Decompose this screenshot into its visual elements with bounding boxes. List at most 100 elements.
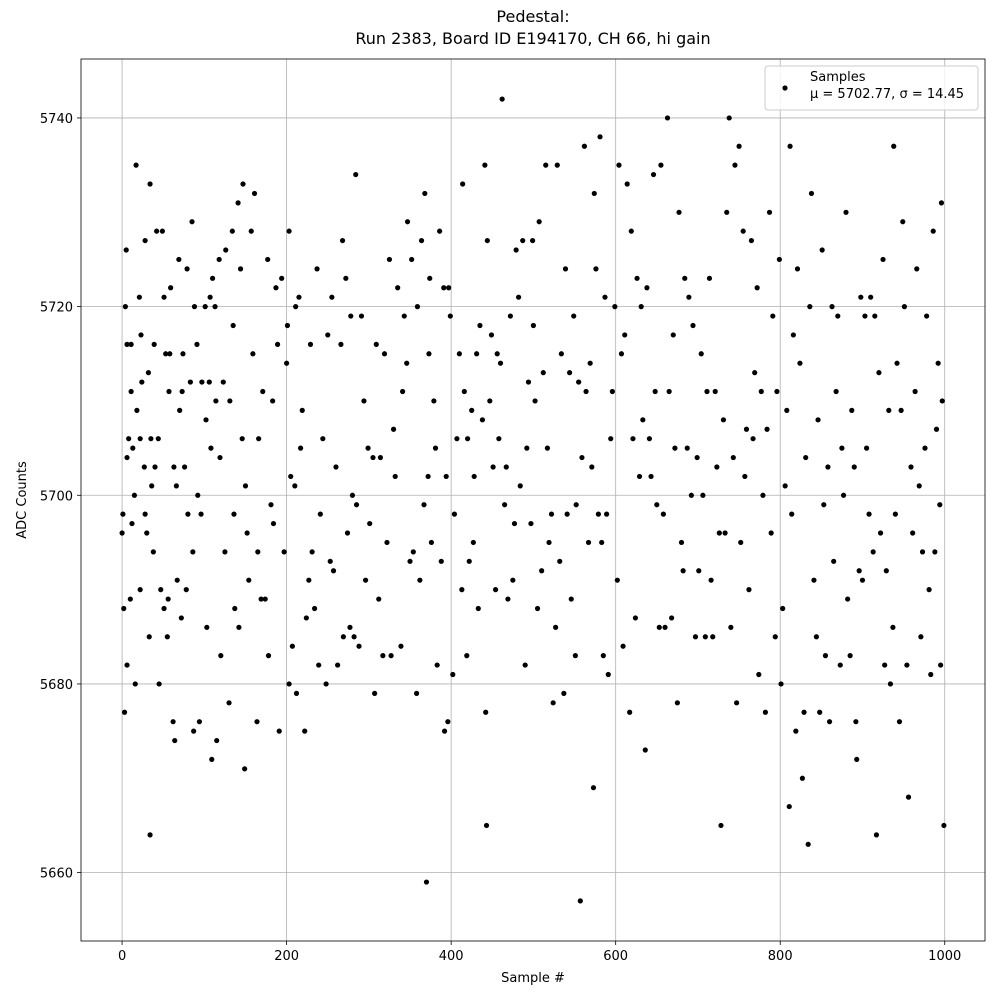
point <box>250 351 256 357</box>
point <box>256 436 262 442</box>
point <box>251 190 258 197</box>
point <box>593 266 599 272</box>
point <box>540 370 546 376</box>
point <box>941 822 947 829</box>
legend-marker <box>782 85 788 91</box>
point <box>680 568 686 574</box>
point <box>734 700 740 706</box>
point <box>618 351 625 357</box>
point <box>901 304 908 310</box>
point <box>120 511 126 517</box>
point <box>196 719 203 725</box>
point <box>571 313 577 319</box>
point <box>165 596 171 602</box>
point <box>177 407 183 413</box>
point <box>845 596 851 602</box>
point <box>766 209 773 215</box>
point <box>270 398 276 404</box>
point <box>129 520 135 527</box>
point <box>770 313 776 319</box>
plot-area <box>81 59 985 941</box>
point <box>281 549 287 555</box>
point <box>898 407 904 413</box>
point <box>427 275 433 281</box>
point <box>214 737 220 744</box>
point <box>347 624 353 630</box>
point <box>418 237 425 244</box>
point <box>343 275 349 281</box>
point <box>686 294 692 300</box>
point <box>413 690 420 696</box>
point <box>335 662 341 668</box>
point <box>136 294 142 300</box>
point <box>302 728 308 734</box>
point <box>924 313 930 319</box>
point <box>348 313 354 319</box>
point <box>939 398 945 404</box>
point <box>121 709 128 715</box>
point <box>314 266 320 272</box>
point <box>750 436 756 442</box>
point <box>938 662 944 668</box>
point <box>149 483 155 489</box>
x-tick-label: 0 <box>118 949 126 964</box>
point <box>237 266 244 272</box>
point <box>748 237 755 244</box>
point <box>644 285 650 291</box>
point <box>212 304 218 310</box>
point <box>154 228 160 234</box>
point <box>568 596 574 602</box>
point <box>758 388 764 395</box>
point <box>184 266 190 272</box>
point <box>161 294 167 300</box>
point <box>577 898 583 904</box>
point <box>191 728 197 734</box>
y-tick-label: 5680 <box>40 678 73 693</box>
point <box>490 464 496 470</box>
point <box>131 492 138 498</box>
point <box>320 436 326 442</box>
point <box>808 190 815 197</box>
point <box>124 454 130 461</box>
point <box>450 671 456 678</box>
point <box>825 464 831 470</box>
point <box>536 219 542 225</box>
point <box>392 473 398 480</box>
point <box>409 256 415 263</box>
point <box>905 794 912 800</box>
point <box>189 219 195 225</box>
point <box>674 700 680 706</box>
point <box>935 360 941 366</box>
point <box>159 228 166 234</box>
point <box>137 587 143 593</box>
point <box>932 549 938 555</box>
point <box>206 379 212 385</box>
point <box>372 690 378 696</box>
point <box>694 454 700 461</box>
point <box>254 719 260 725</box>
point <box>208 445 214 451</box>
point <box>550 700 556 706</box>
point <box>395 285 401 291</box>
point <box>235 200 241 206</box>
x-axis-label: Sample # <box>501 971 565 986</box>
point <box>600 653 606 659</box>
point <box>299 407 305 413</box>
point <box>441 728 448 734</box>
y-tick-label: 5720 <box>40 301 73 316</box>
point <box>187 379 193 385</box>
point <box>768 530 774 536</box>
point <box>837 662 843 668</box>
point <box>858 294 864 300</box>
point <box>432 445 439 451</box>
point <box>908 464 914 470</box>
point <box>469 407 475 413</box>
point <box>553 624 559 630</box>
point <box>286 681 292 687</box>
point <box>624 181 630 187</box>
point <box>292 483 298 489</box>
point <box>179 388 185 395</box>
point <box>438 558 444 564</box>
point <box>145 370 152 376</box>
point <box>180 351 186 357</box>
